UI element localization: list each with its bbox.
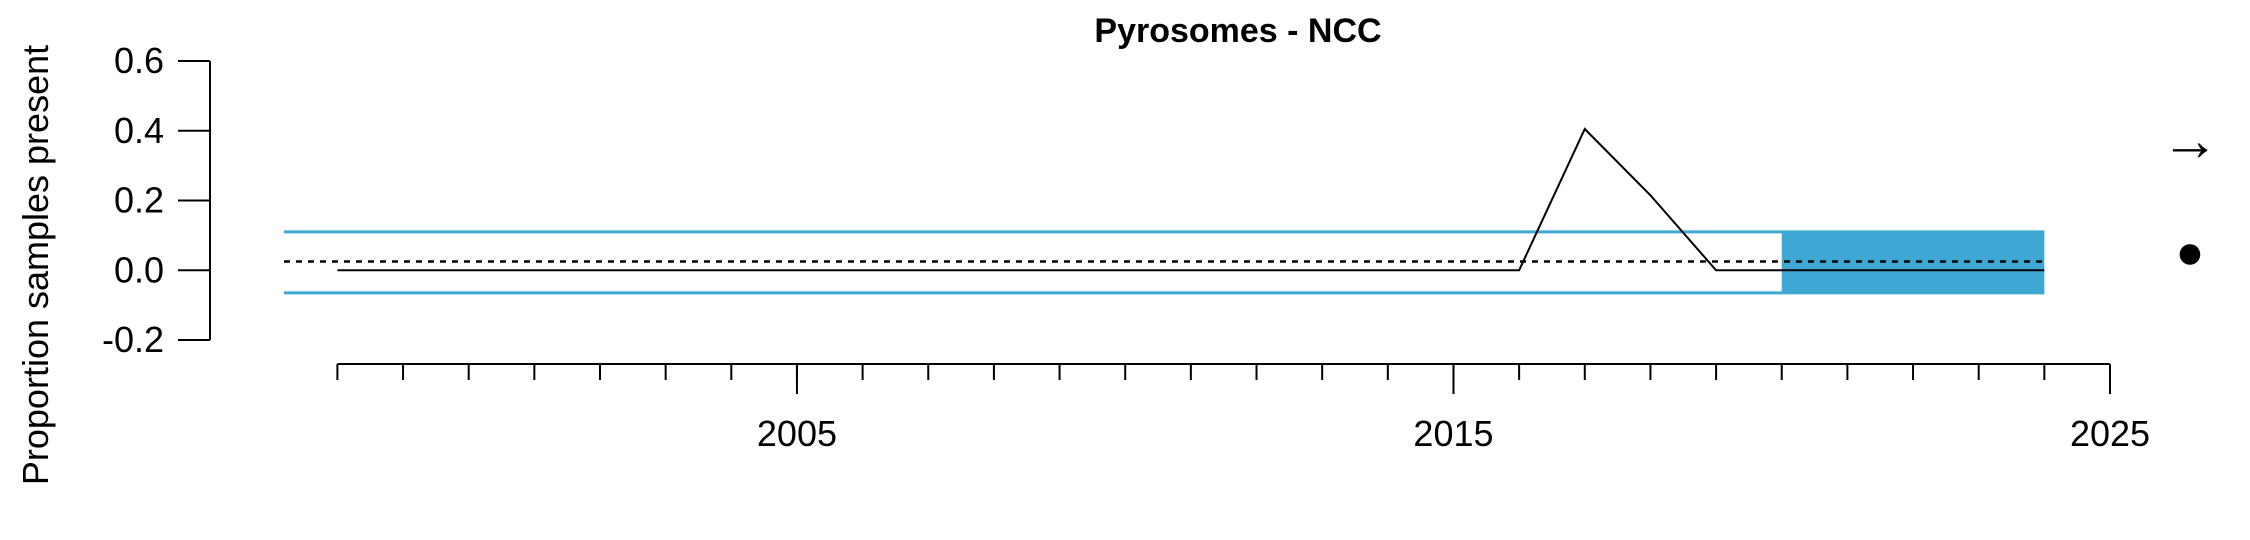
mean-status-dot-icon: ● (2176, 226, 2205, 279)
y-tick-label: -0.2 (102, 319, 164, 360)
trend-arrow-icon: → (2161, 108, 2219, 173)
y-tick-label: 0.6 (114, 40, 164, 81)
x-tick-label: 2025 (2070, 413, 2150, 454)
y-tick-label: 0.2 (114, 180, 164, 221)
series-line (337, 127, 2045, 272)
x-tick-label: 2005 (757, 413, 837, 454)
y-tick-label: 0.4 (114, 110, 164, 151)
y-tick-label: 0.0 (114, 249, 164, 290)
y-axis-label: Proportion samples present (15, 45, 56, 485)
chart-title: Pyrosomes - NCC (1094, 12, 1381, 50)
plot-area: -0.2 0.0 0.2 0.4 0.6 2005 2015 2025 (102, 40, 2150, 454)
x-tick-label: 2015 (1413, 413, 1493, 454)
